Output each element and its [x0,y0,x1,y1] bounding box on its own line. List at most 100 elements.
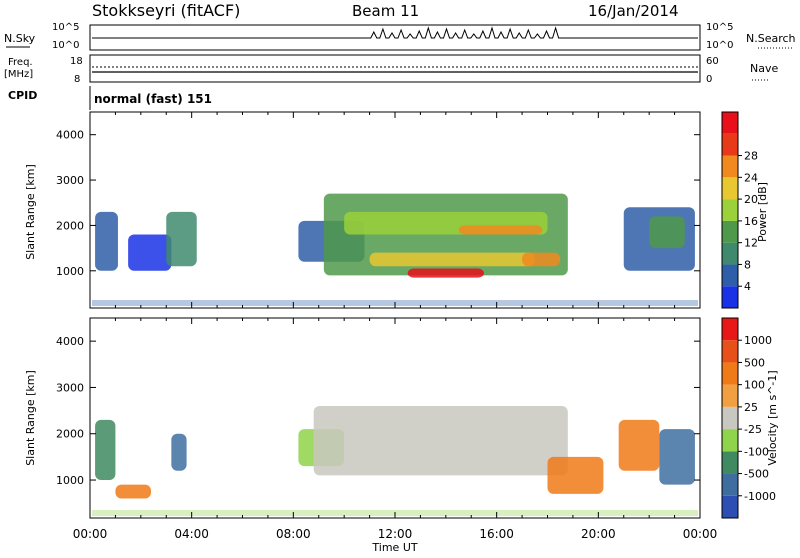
velocity-y-label: Slant Range [km] [24,370,37,466]
power-colorbar-swatch [722,264,738,287]
colorbar-tick-label: -1000 [744,490,776,503]
beam-label: Beam 11 [352,2,419,20]
colorbar-tick-label: 24 [744,171,758,184]
nsearch-label: N.Search [746,32,796,45]
power-colorbar-swatch [722,220,738,243]
velocity-scatter-region [618,419,660,471]
time-axis: 00:00 04:00 08:00 12:00 16:00 20:00 00:00 [73,527,718,541]
power-colorbar-swatch [722,155,738,178]
colorbar-tick-label: 25 [744,401,758,414]
date-label: 16/Jan/2014 [588,2,679,20]
nsky-tick-low: 10^0 [52,40,79,51]
power-scatter-region [522,252,561,267]
power-scatter-region [166,211,197,267]
power-colorbar-swatch [722,199,738,221]
velocity-scatter-region [171,433,187,471]
nave-tick-low: 0 [706,74,712,85]
freq-panel: Freq. [MHz] 18 8 60 0 Nave [4,54,778,85]
power-panel: 1000 2000 3000 4000 Slant Range [km] 4 8 12 16… [24,111,769,309]
velocity-colorbar-swatch [722,340,738,363]
power-scatter-region [458,225,543,235]
velocity-x-ticks [89,318,701,518]
power-colorbar-swatch [722,286,738,308]
colorbar-tick-label: -25 [744,423,762,436]
colorbar-tick-label: 12 [744,237,758,250]
power-colorbar-swatch [722,112,738,134]
freq-label: Freq. [8,57,33,68]
velocity-colorbar: 1000 500 100 25 -25 -100 -500 -1000 [721,317,776,519]
velocity-scatter-region [95,419,116,481]
time-tick-label: 00:00 [683,527,718,541]
colorbar-tick-label: 8 [744,258,751,271]
nsearch-tick-high: 10^5 [706,22,733,33]
velocity-colorbar-frame [721,317,739,519]
colorbar-tick-label: -500 [744,468,769,481]
power-colorbar: 4 8 12 16 20 24 28 [721,111,758,309]
station-title: Stokkseyri (fitACF) [92,1,240,20]
nave-tick-high: 60 [706,56,719,67]
power-scatter-region [95,211,118,271]
nsearch-tick-low: 10^0 [706,40,733,51]
cpid-label: CPID [8,89,37,102]
colorbar-tick-label: 28 [744,150,758,163]
time-tick-label: 04:00 [174,527,209,541]
velocity-colorbar-swatch [722,362,738,385]
time-tick-label: 12:00 [378,527,413,541]
power-scatter-region [407,268,484,278]
colorbar-tick-label: 1000 [744,334,772,347]
velocity-colorbar-label: Velocity [m s^-1] [766,370,779,465]
power-colorbar-swatch [722,177,738,200]
power-heatmap [92,193,698,306]
power-scatter-region [369,252,535,267]
cpid-panel: CPID normal (fast) 151 [8,86,212,110]
velocity-scatter-region [659,429,695,485]
power-colorbar-swatch [722,242,738,265]
nsky-panel: N.Sky 10^5 10^0 10^5 10^0 N.Search [4,22,796,51]
nsky-label: N.Sky [4,32,36,45]
nave-label: Nave [750,62,778,75]
nsky-tick-high: 10^5 [52,22,79,33]
power-y-label: Slant Range [km] [24,164,37,260]
power-scatter-region [128,234,172,271]
colorbar-tick-label: 20 [744,193,758,206]
velocity-colorbar-swatch [722,495,738,518]
y-tick-label: 2000 [56,428,84,441]
freq-unit: [MHz] [4,69,33,80]
velocity-colorbar-swatch [722,473,738,496]
velocity-colorbar-swatch [722,406,738,430]
time-tick-label: 20:00 [581,527,616,541]
power-x-ticks [89,112,701,308]
power-scatter-region [649,216,685,249]
y-tick-label: 4000 [56,129,84,142]
freq-tick-low: 8 [74,74,80,85]
velocity-scatter-region [115,484,151,499]
time-tick-label: 00:00 [73,527,108,541]
y-tick-label: 3000 [56,174,84,187]
y-tick-label: 1000 [56,474,84,487]
colorbar-tick-label: 4 [744,280,751,293]
power-colorbar-label: Power [dB] [756,182,769,242]
colorbar-tick-label: -100 [744,445,769,458]
time-tick-label: 08:00 [276,527,311,541]
time-tick-label: 16:00 [479,527,514,541]
velocity-colorbar-swatch [722,318,738,341]
velocity-panel: 1000 2000 3000 4000 Slant Range [km] 1000 50… [24,317,779,519]
freq-tick-high: 18 [70,56,83,67]
colorbar-tick-label: 100 [744,379,765,392]
y-tick-label: 1000 [56,265,84,278]
y-tick-label: 2000 [56,219,84,232]
time-axis-label: Time UT [371,541,417,554]
y-tick-label: 4000 [56,335,84,348]
velocity-scatter-region [547,456,604,494]
colorbar-tick-label: 500 [744,356,765,369]
cpid-text: normal (fast) 151 [94,92,212,106]
y-tick-label: 3000 [56,381,84,394]
nsky-trace [92,26,698,39]
power-colorbar-frame [721,111,739,309]
colorbar-tick-label: 16 [744,215,758,228]
power-colorbar-swatch [722,133,738,156]
velocity-colorbar-swatch [722,384,738,407]
velocity-scatter-region [313,405,568,476]
